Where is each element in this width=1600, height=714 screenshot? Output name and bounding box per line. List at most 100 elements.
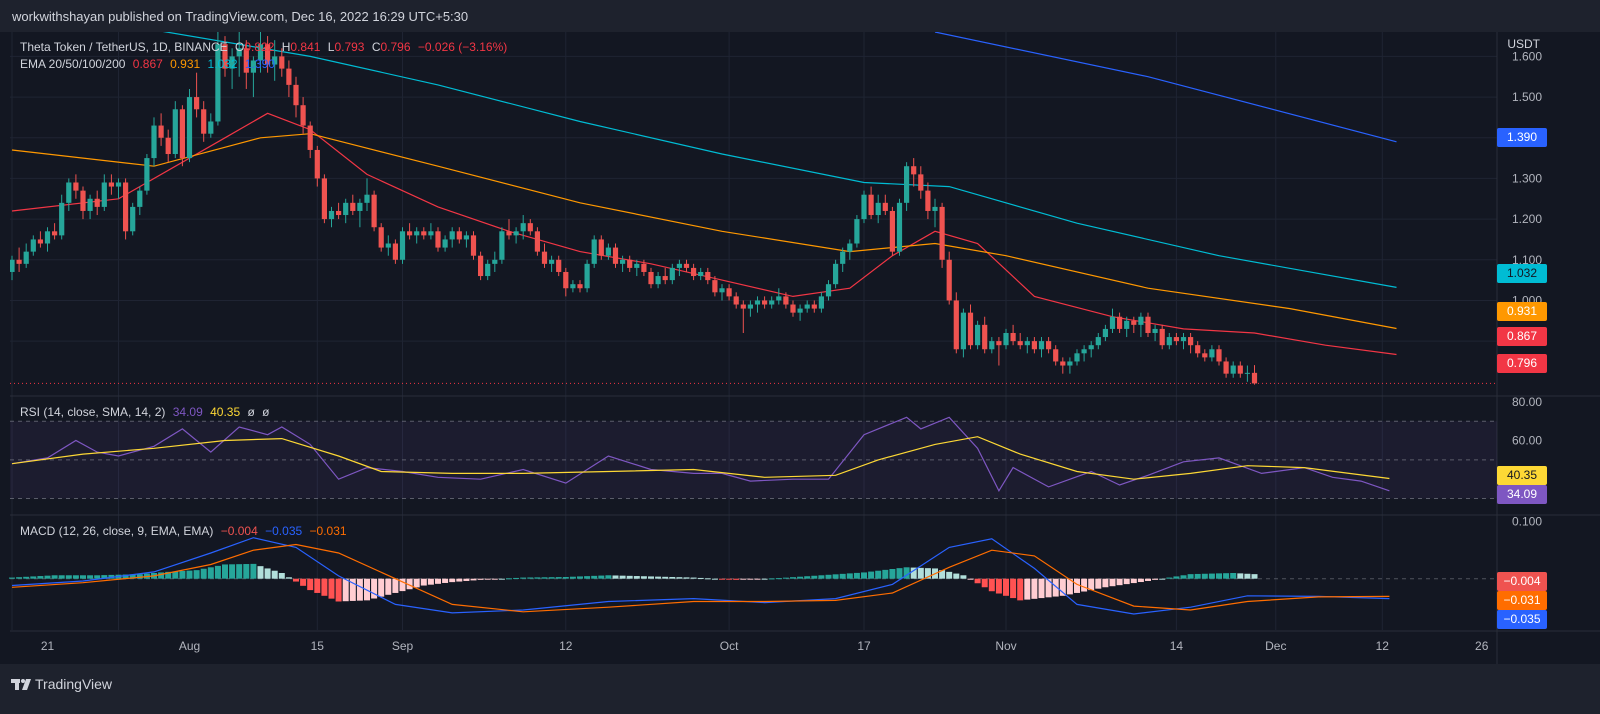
macd-histogram-bar [910,567,917,579]
last-price-tag: 0.796 [1497,354,1547,373]
macd-histogram-bar [974,578,981,584]
candle-up [875,202,881,216]
candle-down [300,105,306,126]
candle-down [201,109,207,134]
macd-histogram-bar [953,573,960,579]
macd-histogram-bar [669,576,676,579]
symbol-label: Theta Token / TetherUS, 1D, BINANCE [20,40,228,54]
candle-up [442,239,448,248]
candle-down [911,166,917,175]
candle-up [847,243,853,252]
currency-label: USDT [1507,37,1540,51]
macd-histogram-bar [782,577,789,579]
macd-histogram-bar [768,578,775,580]
rsi-extra2: ø [262,405,270,419]
x-axis-label: 12 [559,639,573,653]
candle-up [1102,328,1108,338]
candle-down [286,68,292,85]
macd-histogram-bar [236,564,243,579]
candle-down [996,341,1002,346]
macd-histogram-bar [790,577,796,579]
candle-up [30,239,36,252]
x-axis-label: Sep [392,639,414,653]
candle-down [37,239,43,244]
candle-down [1060,361,1066,366]
candle-down [1053,349,1059,362]
macd-histogram-bar [761,578,768,580]
ohlc-low-label: L [327,40,335,54]
candle-down [279,56,285,69]
candle-down [534,231,540,252]
candle-up [1088,345,1094,350]
candle-down [598,239,604,256]
publisher-text: workwithshayan published on TradingView.… [12,9,469,24]
macd-histogram-bar [427,578,434,585]
macd-histogram-bar [1074,578,1080,593]
candle-up [1095,337,1101,346]
candle-down [478,255,484,277]
candle-down [165,137,171,155]
macd-histogram-bar [1194,573,1201,579]
macd-histogram-bar [16,577,23,579]
rsi-value: 34.09 [172,405,203,419]
candle-down [726,288,732,297]
candle-up [130,206,136,232]
macd-histogram-bar [9,577,15,579]
macd-histogram-bar [94,575,101,579]
candle-down [1223,361,1229,374]
candle-up [584,263,590,289]
macd-histogram-bar [960,575,967,579]
macd-histogram-bar [356,578,363,601]
rsi-ma-value: 40.35 [210,405,241,419]
macd-histogram-bar [293,578,299,582]
candle-up [676,263,682,268]
candle-up [634,263,640,268]
macd-histogram-bar [1251,574,1258,579]
macd-histogram-bar [392,578,399,593]
macd-histogram-bar [683,577,690,579]
candle-down [293,84,299,106]
macd-histogram-bar [257,566,264,579]
macd-histogram-bar [1187,574,1194,579]
candle-up [1081,349,1087,354]
macd-signal-tag: −0.031 [1497,591,1547,610]
macd-histogram-bar [371,578,378,599]
candle-down [1010,332,1016,342]
macd-histogram-bar [797,576,804,579]
macd-histogram-bar [456,578,463,582]
macd-histogram-bar [51,575,58,579]
candle-up [257,44,264,61]
candle-up [1230,365,1236,374]
tradingview-logo-icon[interactable]: TradingView [10,673,150,695]
macd-histogram-bar [1038,578,1045,599]
macd-histogram-bar [72,575,79,579]
macd-histogram-bar [555,577,562,579]
macd-histogram-bar [676,577,683,579]
macd-histogram-bar [1208,573,1215,579]
macd-histogram-bar [995,578,1002,594]
candle-up [66,182,72,203]
macd-histogram-bar [605,575,612,579]
macd-histogram-bar [1123,578,1130,585]
candle-up [591,239,597,264]
macd-histogram-bar [420,578,427,586]
macd-histogram-bar [924,568,931,579]
macd-histogram-bar [619,575,626,579]
candle-down [1173,337,1179,342]
macd-histogram-bar [1230,573,1237,579]
candle-down [52,231,58,236]
candle-down [456,231,462,240]
x-axis-label: 26 [1475,639,1489,653]
candle-down [527,223,533,232]
x-axis-label: 21 [41,639,55,653]
macd-histogram-bar [1159,578,1166,580]
x-axis-label: 17 [857,639,871,653]
macd-histogram-bar [413,578,420,588]
macd-legend: MACD (12, 26, close, 9, EMA, EMA) −0.004… [20,524,351,538]
candle-up [818,296,824,309]
ohlc-close-label: C [371,40,381,54]
macd-histogram-bar [136,574,143,579]
macd-histogram-bar [1180,575,1187,579]
candle-down [740,304,746,309]
